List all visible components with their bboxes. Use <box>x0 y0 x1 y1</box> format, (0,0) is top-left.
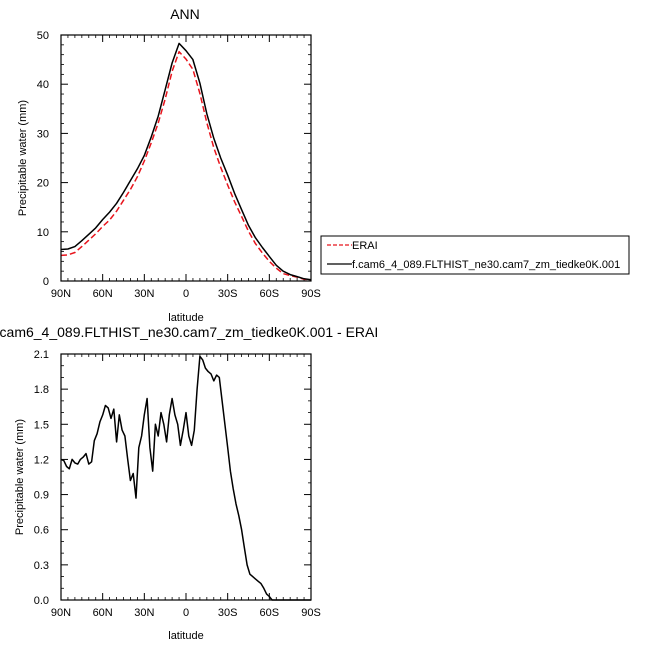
legend-box <box>320 235 630 275</box>
y-tick-label: 0.3 <box>34 560 49 572</box>
x-tick-label: 30S <box>218 288 238 300</box>
y-tick-label: 0.0 <box>34 595 49 607</box>
plot-frame <box>60 353 312 601</box>
chart-title: ANN <box>170 6 200 22</box>
x-tick-label: 60S <box>260 288 280 300</box>
tick-labels: 90N 60N 30N 0 30S 60S 90S 0 10 20 30 40 50 <box>37 30 321 300</box>
x-axis-label: latitude <box>168 312 203 324</box>
x-tick-label: 90N <box>51 607 71 619</box>
y-tick-label: 30 <box>37 128 49 140</box>
tick-marks <box>60 34 312 282</box>
legend-label-model: f.cam6_4_089.FLTHIST_ne30.cam7_zm_tiedke… <box>352 259 620 271</box>
tick-labels: 90N 60N 30N 0 30S 60S 90S 0.0 0.3 0.6 0.9 1.2 1.5 1.8… <box>34 349 321 619</box>
y-tick-label: 10 <box>37 227 49 239</box>
y-tick-label: 0 <box>43 276 49 288</box>
y-tick-label: 1.8 <box>34 384 49 396</box>
series-line-0 <box>60 355 311 601</box>
series-group <box>60 355 311 601</box>
legend: ERAI f.cam6_4_089.FLTHIST_ne30.cam7_zm_t… <box>320 235 630 275</box>
y-tick-label: 0.6 <box>34 525 49 537</box>
x-tick-label: 30S <box>218 607 238 619</box>
y-axis-label: Precipitable water (mm) <box>14 419 26 535</box>
x-tick-label: 0 <box>183 288 189 300</box>
series-line-0 <box>60 50 312 281</box>
series-group <box>60 42 312 281</box>
chart-annual-mean: ANN 90N 60N 30N 0 30S 60S 90S 0 10 20 30 40 50 latit… <box>17 6 630 324</box>
y-tick-label: 50 <box>37 30 49 42</box>
x-tick-label: 60N <box>93 607 113 619</box>
y-tick-label: 20 <box>37 178 49 190</box>
x-axis-label: latitude <box>168 630 203 642</box>
y-tick-label: 1.2 <box>34 454 49 466</box>
y-tick-label: 1.5 <box>34 419 49 431</box>
x-tick-label: 30N <box>134 288 154 300</box>
chart-title: f.cam6_4_089.FLTHIST_ne30.cam7_zm_tiedke… <box>0 324 378 340</box>
legend-label-erai: ERAI <box>352 240 378 252</box>
x-tick-label: 0 <box>183 607 189 619</box>
x-tick-label: 90S <box>301 607 321 619</box>
tick-marks <box>60 353 312 601</box>
y-axis-label: Precipitable water (mm) <box>17 100 29 216</box>
y-tick-label: 40 <box>37 79 49 91</box>
x-tick-label: 60N <box>93 288 113 300</box>
y-tick-label: 2.1 <box>34 349 49 361</box>
chart-difference: f.cam6_4_089.FLTHIST_ne30.cam7_zm_tiedke… <box>0 324 378 642</box>
series-line-1 <box>60 42 312 281</box>
plot-frame <box>60 34 312 282</box>
y-tick-label: 0.9 <box>34 490 49 502</box>
x-tick-label: 90S <box>301 288 321 300</box>
x-tick-label: 90N <box>51 288 71 300</box>
x-tick-label: 60S <box>260 607 280 619</box>
x-tick-label: 30N <box>134 607 154 619</box>
